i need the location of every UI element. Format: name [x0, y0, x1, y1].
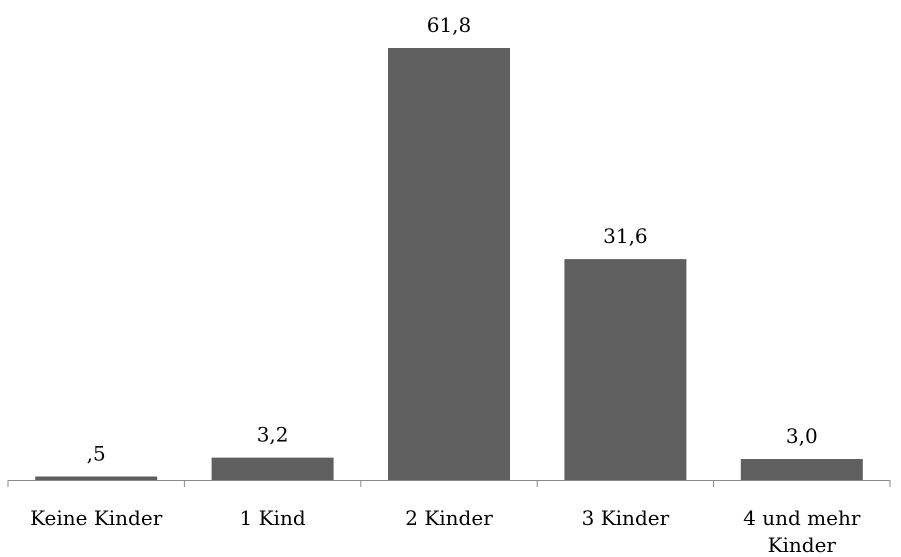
- bar-value-label: 61,8: [427, 13, 472, 37]
- category-label: Kinder: [768, 533, 837, 557]
- bar: [740, 459, 863, 480]
- bar: [35, 476, 158, 480]
- category-label: 3 Kinder: [582, 506, 670, 530]
- bars-group: [35, 48, 863, 480]
- value-labels-group: ,5 3,2 61,8 31,6 3,0: [87, 13, 818, 466]
- category-label: 4 und mehr: [743, 506, 861, 530]
- bar-value-label: ,5: [87, 442, 106, 466]
- x-axis-ticks: [7, 480, 891, 487]
- bar: [388, 48, 510, 480]
- category-label: 1 Kind: [240, 506, 306, 530]
- bar-value-label: 3,2: [257, 423, 289, 447]
- bar-value-label: 3,0: [786, 424, 818, 448]
- category-label: 2 Kinder: [405, 506, 493, 530]
- category-label: Keine Kinder: [30, 506, 163, 530]
- bar-value-label: 31,6: [603, 224, 648, 248]
- bar: [211, 457, 334, 480]
- bar: [564, 259, 687, 480]
- category-labels-group: Keine Kinder 1 Kind 2 Kinder 3 Kinder 4 und …: [30, 506, 861, 557]
